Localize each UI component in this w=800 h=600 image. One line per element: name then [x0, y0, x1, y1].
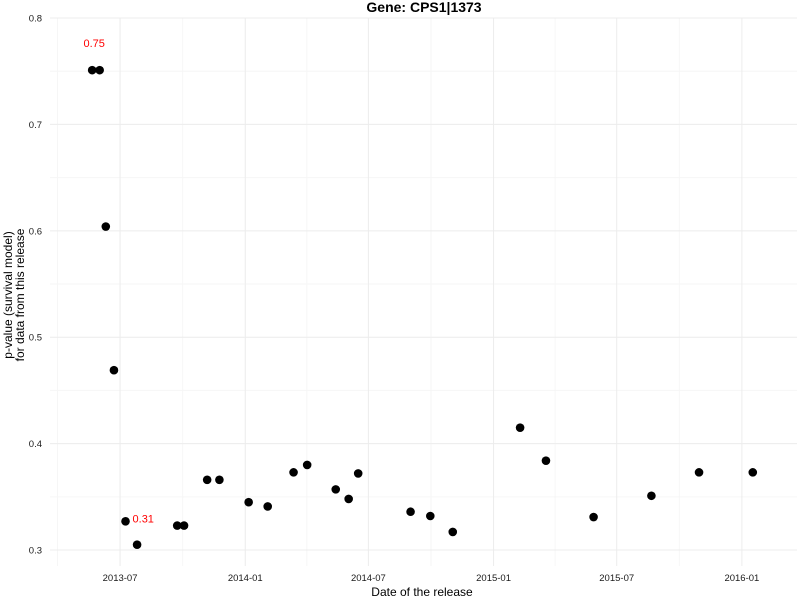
data-point: [202, 475, 212, 485]
x-axis-title: Date of the release: [371, 585, 473, 599]
data-points: [87, 65, 758, 550]
y-tick-label: 0.3: [29, 546, 42, 557]
data-point: [215, 475, 224, 485]
annotation-label: 0.75: [83, 38, 104, 50]
x-tick-label: 2014-01: [228, 573, 263, 584]
data-point: [172, 521, 182, 530]
minor-grid: [50, 18, 797, 566]
data-point: [426, 511, 435, 521]
data-point: [302, 460, 312, 470]
data-point: [331, 485, 341, 494]
data-point: [244, 497, 253, 507]
data-point: [748, 468, 758, 477]
data-point: [344, 494, 353, 504]
data-point: [87, 65, 97, 75]
data-point: [101, 222, 111, 231]
data-point: [694, 468, 704, 477]
annotation-label: 0.31: [133, 513, 154, 525]
data-point: [647, 491, 656, 501]
y-axis-ticks: 0.3 0.4 0.5 0.6 0.7 0.8: [29, 14, 42, 557]
major-grid: [50, 17, 797, 566]
y-axis-title-line-2: for data from this release: [13, 228, 27, 361]
y-tick-label: 0.6: [29, 226, 42, 237]
data-point: [406, 507, 415, 517]
data-point: [541, 456, 551, 465]
data-point: [95, 65, 104, 75]
x-tick-label: 2015-07: [599, 573, 634, 584]
y-axis-title-line-1: p-value (survival model): [1, 231, 15, 358]
y-tick-label: 0.7: [29, 120, 42, 131]
data-point: [179, 521, 189, 530]
y-tick-label: 0.8: [29, 14, 42, 25]
y-tick-label: 0.4: [29, 439, 42, 450]
y-tick-label: 0.5: [29, 333, 42, 344]
data-point: [132, 540, 142, 550]
data-point: [289, 468, 298, 477]
data-point: [121, 517, 130, 526]
chart-title: Gene: CPS1|1373: [366, 0, 481, 15]
data-point: [353, 469, 363, 478]
data-point: [263, 502, 273, 511]
data-point: [109, 365, 119, 375]
data-point: [589, 512, 598, 522]
data-point: [448, 527, 458, 537]
x-tick-label: 2016-01: [724, 573, 759, 584]
x-tick-label: 2013-07: [103, 573, 138, 584]
x-tick-label: 2015-01: [476, 573, 511, 584]
x-tick-label: 2014-07: [351, 573, 386, 584]
data-point: [515, 423, 525, 432]
x-axis-ticks: 2013-07 2014-01 2014-07 2015-01 2015-07 2016-…: [103, 573, 760, 584]
annotations: 0.75 0.31: [83, 38, 153, 525]
